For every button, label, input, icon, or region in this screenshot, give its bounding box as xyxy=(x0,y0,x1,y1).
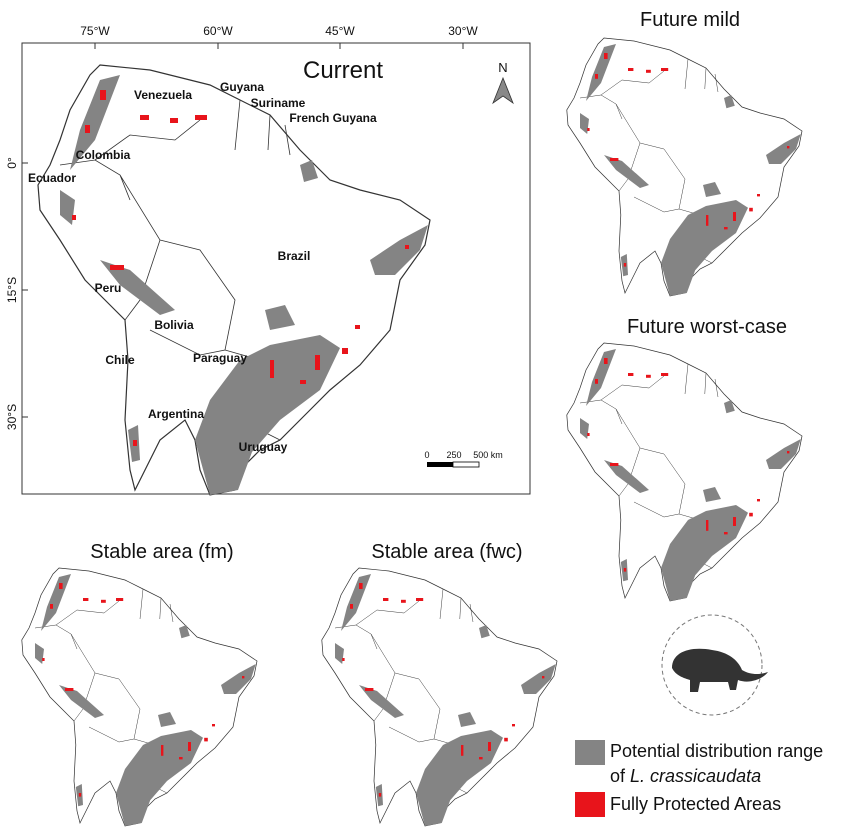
panel-map xyxy=(566,37,803,297)
country-label: Brazil xyxy=(278,249,311,263)
scale-label: 250 xyxy=(446,450,461,460)
y-label: 30°S xyxy=(5,404,19,430)
country-label: Bolivia xyxy=(154,318,194,332)
scale-label: 500 km xyxy=(473,450,503,460)
legend-swatch xyxy=(575,792,605,817)
country-label: Argentina xyxy=(148,407,204,421)
panel-title: Stable area (fwc) xyxy=(371,541,522,563)
country-label: Uruguay xyxy=(239,440,288,454)
legend-label: of xyxy=(610,766,626,786)
country-label: Chile xyxy=(105,353,135,367)
legend-label: Potential distribution range xyxy=(610,741,823,761)
main-map: 75°W 60°W 45°W 30°W 0° 15°S 30°S Current… xyxy=(5,24,531,496)
map-title: Current xyxy=(303,57,383,84)
y-label: 15°S xyxy=(5,277,19,303)
y-label: 0° xyxy=(5,157,19,169)
legend: Potential distribution range of L. crass… xyxy=(575,740,823,817)
country-label: French Guyana xyxy=(289,111,377,125)
north-arrow xyxy=(492,76,514,105)
panel-map xyxy=(21,567,258,827)
country-label: Peru xyxy=(95,281,122,295)
x-label: 45°W xyxy=(325,24,355,38)
x-label: 60°W xyxy=(203,24,233,38)
country-label: Ecuador xyxy=(28,171,76,185)
north-label: N xyxy=(498,60,507,75)
legend-swatch xyxy=(575,740,605,765)
panel-title: Stable area (fm) xyxy=(90,541,233,563)
country-label: Guyana xyxy=(220,80,264,94)
country-label: Suriname xyxy=(251,96,306,110)
scale-bar xyxy=(452,461,480,468)
scale-bar xyxy=(427,462,453,467)
panel-title: Future mild xyxy=(640,9,740,31)
country-label: Paraguay xyxy=(193,351,247,365)
legend-label: L. crassicaudata xyxy=(630,766,761,786)
scale-label: 0 xyxy=(424,450,429,460)
country-label: Venezuela xyxy=(134,88,192,102)
country-label: Colombia xyxy=(76,148,131,162)
panel-map xyxy=(321,567,558,827)
x-label: 75°W xyxy=(80,24,110,38)
legend-label: Fully Protected Areas xyxy=(610,794,781,814)
panel-title: Future worst-case xyxy=(627,316,787,338)
x-label: 30°W xyxy=(448,24,478,38)
panel-map xyxy=(566,342,803,602)
species-icon xyxy=(661,614,768,716)
legend-label: of L. crassicaudata xyxy=(610,766,761,786)
